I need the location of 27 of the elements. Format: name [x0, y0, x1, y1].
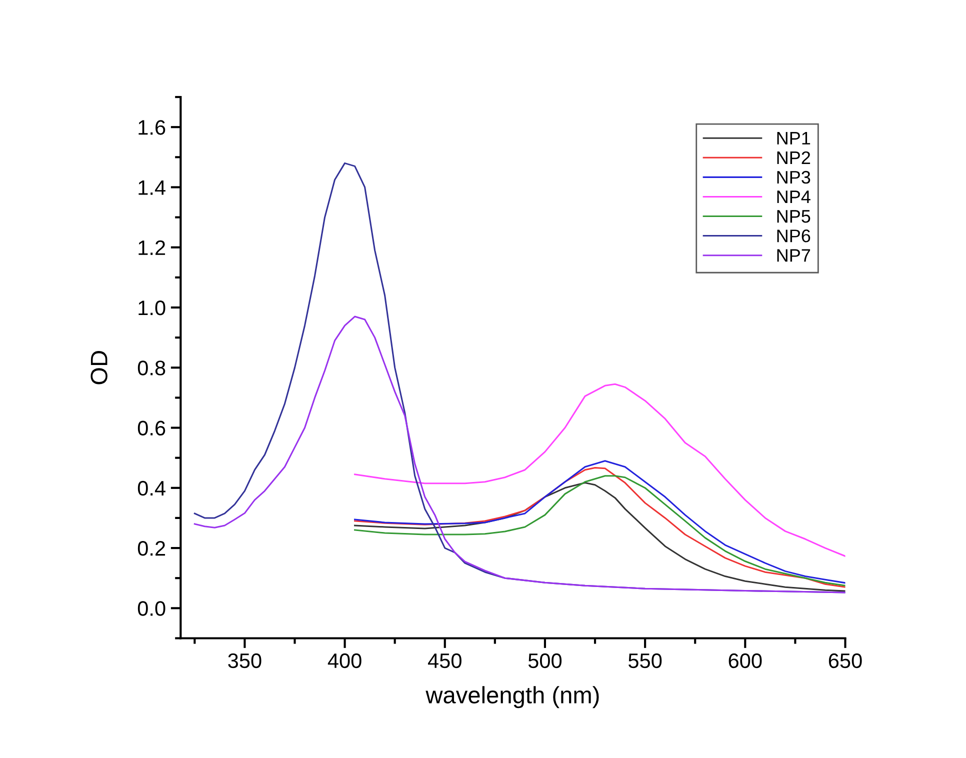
- legend-label: NP3: [777, 170, 810, 184]
- legend-label: NP2: [777, 151, 810, 164]
- x-tick-label: 550: [628, 653, 662, 668]
- x-tick-label: 500: [528, 653, 562, 668]
- legend-label: NP5: [777, 210, 810, 223]
- y-tick-label: 0.8: [138, 360, 166, 376]
- y-tick-label: 0.4: [138, 480, 166, 496]
- legend-label: NP6: [777, 230, 810, 242]
- y-tick-label: 1.0: [138, 300, 166, 316]
- y-tick-label: 1.2: [138, 240, 166, 255]
- y-tick-label: 0.2: [138, 541, 166, 556]
- x-tick-label: 400: [328, 653, 362, 668]
- x-tick-label: 600: [728, 653, 762, 668]
- y-tick-label: 0.6: [138, 420, 166, 436]
- y-tick-label: 0.0: [138, 601, 166, 616]
- legend-label: NP1: [777, 132, 810, 144]
- line-series: [354, 383, 846, 557]
- y-tick-label: 1.6: [138, 120, 166, 135]
- x-axis-title: wavelength (nm): [426, 686, 599, 708]
- y-axis-title: OD: [90, 351, 108, 384]
- line-series: [194, 316, 846, 594]
- legend-label: NP4: [777, 190, 810, 204]
- legend-label: NP7: [777, 249, 810, 262]
- x-tick-label: 650: [828, 653, 862, 668]
- y-tick-label: 1.4: [138, 180, 166, 195]
- x-tick-label: 450: [428, 653, 462, 668]
- x-tick-label: 350: [228, 653, 262, 668]
